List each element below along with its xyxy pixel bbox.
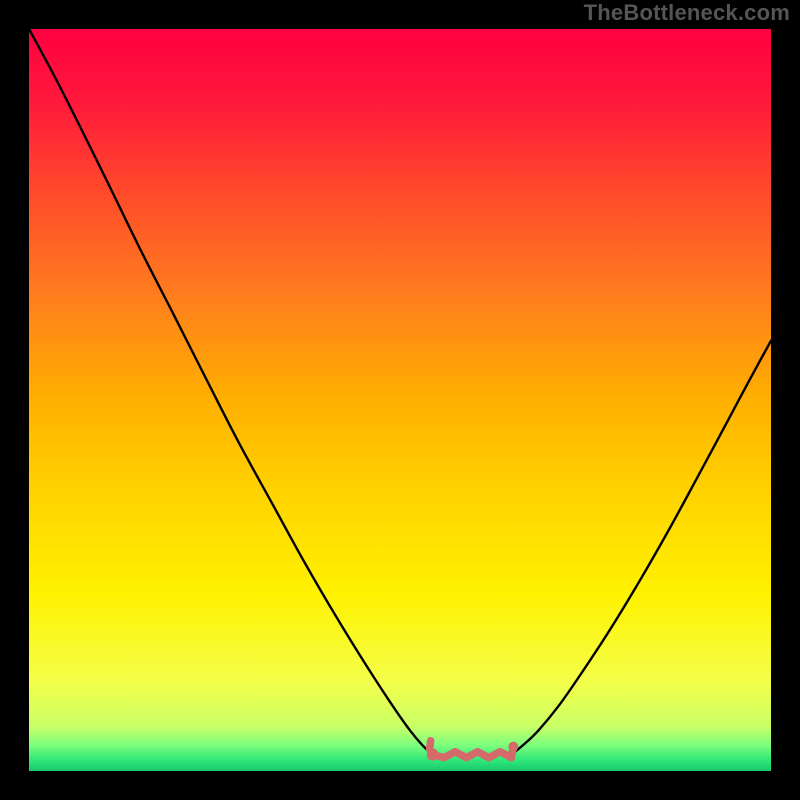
band-left-dot: [427, 749, 439, 761]
chart-stage: TheBottleneck.com: [0, 0, 800, 800]
bottleneck-chart-svg: [0, 0, 800, 800]
band-right-dot: [508, 742, 518, 752]
watermark-text: TheBottleneck.com: [584, 0, 790, 26]
gradient-background: [29, 29, 771, 771]
